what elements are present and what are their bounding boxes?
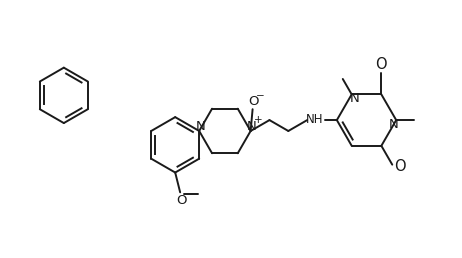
Text: O: O [376, 57, 387, 72]
Text: +: + [254, 115, 263, 125]
Text: N: N [350, 92, 359, 105]
Text: −: − [256, 91, 265, 101]
Text: N: N [195, 119, 205, 133]
Text: N: N [247, 119, 256, 133]
Text: O: O [395, 159, 406, 174]
Text: NH: NH [306, 112, 324, 126]
Text: O: O [176, 194, 186, 207]
Text: O: O [249, 95, 259, 108]
Text: N: N [389, 118, 398, 131]
